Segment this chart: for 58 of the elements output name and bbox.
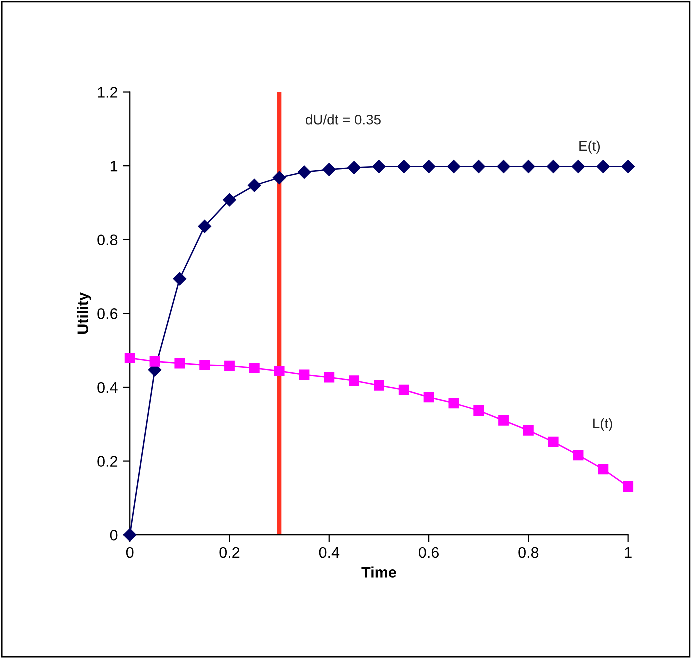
point [322,163,336,176]
point [398,384,410,396]
point [324,372,335,383]
x-tick-label: 0 [126,547,134,558]
point [372,160,386,174]
point [348,161,361,174]
point [174,358,186,369]
point [572,160,586,174]
point [223,193,236,207]
point [249,363,260,374]
point [622,160,635,174]
point [447,160,461,174]
x-tick-label: 0.2 [220,547,240,558]
point [573,450,584,461]
y-axis-title: Utility [77,292,92,334]
y-tick-label: 0 [110,530,118,541]
point [422,160,436,174]
point [474,406,484,416]
point [274,366,285,376]
point [596,160,610,174]
point [398,160,411,174]
x-tick-label: 0.6 [419,547,439,558]
point [299,370,310,380]
annotation: dU/dt = 0.35 [306,114,381,125]
point [424,392,434,403]
x-axis-title: Time [362,566,396,578]
point [523,425,534,436]
point [173,272,187,286]
y-tick-label: 0.6 [98,308,118,320]
point [298,166,312,179]
x-tick-label: 1 [625,547,632,558]
series-label: L(t) [594,418,612,432]
point [598,464,609,475]
point [224,360,235,372]
point [150,356,160,367]
x-tick-label: 0.4 [319,547,340,558]
y-tick-label: 1.2 [98,87,118,98]
point [498,415,509,426]
x-tick-label: 0.8 [518,547,539,558]
series-label: E(t) [580,140,600,154]
point [349,376,360,386]
point [548,436,559,448]
y-tick-label: 0.8 [98,234,118,246]
point [497,160,510,174]
y-tick-label: 0.4 [98,382,118,394]
point [198,220,212,234]
point [272,171,286,184]
point [448,398,460,409]
y-tick-label: 1 [110,161,118,172]
point [547,160,560,174]
point [522,160,536,174]
point [200,360,210,371]
point [124,353,136,364]
point [623,482,634,492]
y-tick-label: 0.2 [98,456,118,467]
point [374,380,384,391]
point [472,160,486,174]
point [248,179,262,192]
